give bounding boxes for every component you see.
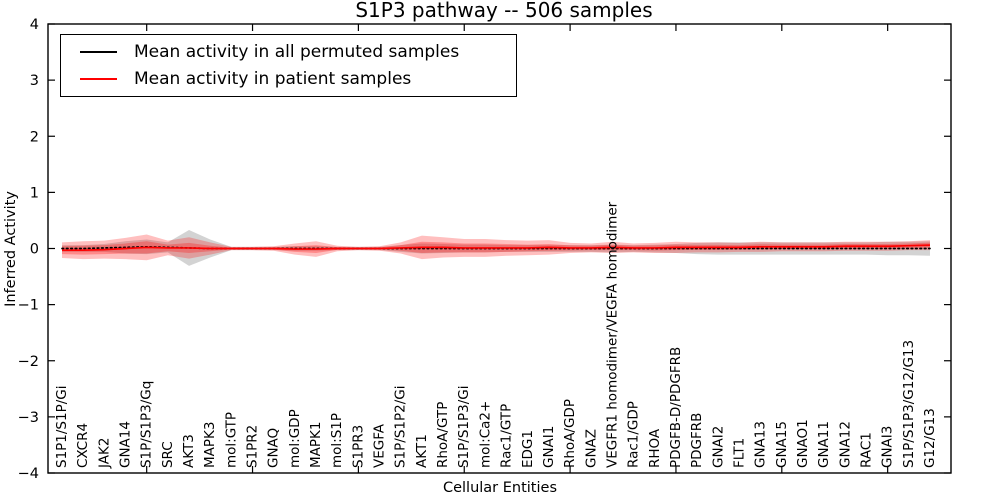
- y-tick-label: 4: [30, 17, 39, 33]
- x-tick-label: MAPK3: [202, 422, 218, 468]
- x-tick-label: S1P1/S1P/Gi: [54, 386, 70, 469]
- legend-item-permuted: Mean activity in all permuted samples: [71, 41, 506, 63]
- x-tick-label: VEGFA: [372, 423, 388, 468]
- x-tick-label: S1P/S1P3/Gi: [456, 386, 472, 469]
- x-tick-label: RHOA: [647, 428, 663, 468]
- x-tick-label: JAK2: [96, 438, 112, 469]
- x-tick-label: S1PR3: [350, 425, 366, 468]
- x-tick-label: GNAZ: [583, 429, 599, 468]
- x-tick-label: mol:GTP: [223, 412, 239, 468]
- x-tick-label: GNAO1: [795, 419, 811, 468]
- x-tick-label: RAC1: [858, 432, 874, 468]
- y-tick-label: 2: [30, 129, 39, 145]
- chart-title: S1P3 pathway -- 506 samples: [355, 0, 652, 22]
- x-tick-label: FLT1: [731, 438, 747, 468]
- legend-line-permuted-icon: [80, 50, 117, 54]
- legend-item-patient: Mean activity in patient samples: [71, 68, 506, 90]
- x-tick-label: Rac1/GTP: [499, 404, 515, 468]
- x-tick-label: PDGFRB: [689, 413, 705, 468]
- x-tick-label: SRC: [160, 441, 176, 468]
- x-tick-label: G12/G13: [922, 408, 938, 468]
- x-tick-label: MAPK1: [308, 422, 324, 468]
- y-tick-label: −3: [18, 410, 39, 426]
- y-axis-label: Inferred Activity: [3, 191, 19, 307]
- legend-label-permuted: Mean activity in all permuted samples: [134, 42, 460, 62]
- y-tick-label: 3: [30, 73, 39, 89]
- x-tick-label: mol:Ca2+: [477, 401, 493, 468]
- x-tick-label: S1P/S1P3/G12/G13: [901, 340, 917, 468]
- x-tick-label: S1PR2: [245, 425, 261, 468]
- x-tick-label: VEGFR1 homodimer/VEGFA homodimer: [604, 201, 620, 468]
- x-tick-label: AKT3: [181, 434, 197, 468]
- y-tick-label: −1: [18, 298, 39, 314]
- x-tick-label: S1P/S1P3/Gq: [139, 381, 155, 468]
- x-tick-label: GNA14: [118, 421, 134, 468]
- x-tick-label: GNAI3: [880, 426, 896, 468]
- series-line-patient: [62, 244, 931, 252]
- x-tick-label: GNAQ: [266, 428, 282, 468]
- x-tick-label: GNA13: [753, 421, 769, 468]
- x-tick-label: GNA11: [816, 421, 832, 468]
- x-tick-label: Rac1/GDP: [626, 401, 642, 468]
- x-axis-label: Cellular Entities: [443, 480, 557, 496]
- x-tick-label: EDG1: [520, 430, 536, 468]
- x-tick-label: RhoA/GTP: [435, 402, 451, 468]
- x-tick-label: S1P/S1P2/Gi: [393, 386, 409, 469]
- x-tick-label: GNAI2: [710, 426, 726, 468]
- legend-line-patient-icon: [80, 77, 117, 81]
- x-tick-label: AKT1: [414, 434, 430, 468]
- x-tick-label: mol:GDP: [287, 409, 303, 468]
- x-tick-label: CXCR4: [75, 423, 91, 468]
- y-tick-label: 0: [30, 242, 39, 258]
- legend: Mean activity in all permuted samples Me…: [60, 34, 517, 97]
- x-tick-label: PDGFB-D/PDGFRB: [668, 347, 684, 468]
- x-tick-label: RhoA/GDP: [562, 399, 578, 468]
- x-tick-label: GNA15: [774, 421, 790, 468]
- y-tick-label: −4: [18, 466, 39, 482]
- y-tick-label: −2: [18, 354, 39, 370]
- x-tick-label: mol:S1P: [329, 413, 345, 468]
- x-tick-label: GNAI1: [541, 426, 557, 468]
- x-tick-label: GNA12: [837, 421, 853, 468]
- legend-label-patient: Mean activity in patient samples: [134, 69, 412, 89]
- y-tick-label: 1: [30, 185, 39, 201]
- chart-layer: 4 3 2 1 0 −1 −2 −3 −4 S1P1/S1P/Gi CXCR4 JAK2 GNA14 S1…: [18, 17, 952, 482]
